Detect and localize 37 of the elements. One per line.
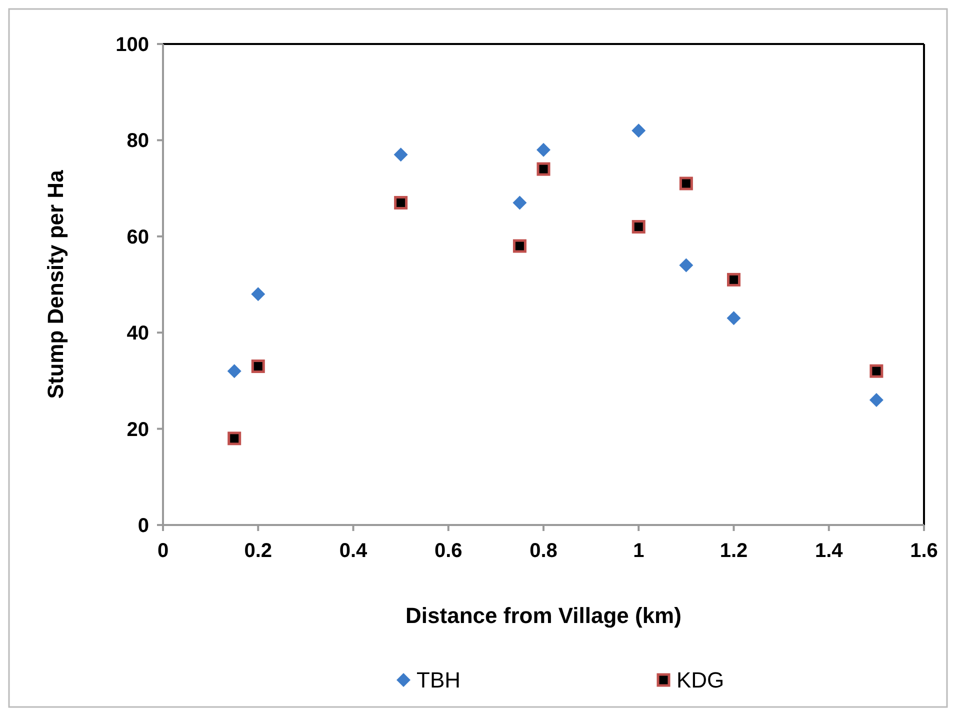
y-tick-label: 0 <box>138 515 149 537</box>
x-tick-label: 0 <box>157 540 169 562</box>
point <box>869 392 884 407</box>
point <box>536 142 550 157</box>
point <box>727 272 740 286</box>
point <box>251 360 265 374</box>
x-axis-title: Distance from Village (km) <box>406 603 682 628</box>
x-tick-label: 0.8 <box>530 540 558 562</box>
point <box>251 287 266 302</box>
point <box>679 176 693 190</box>
point <box>228 432 242 446</box>
point <box>512 196 527 210</box>
point <box>536 162 550 176</box>
y-tick-label: 80 <box>126 130 149 152</box>
point <box>394 196 408 210</box>
point <box>726 311 741 326</box>
point <box>632 124 646 138</box>
y-tick-label: 20 <box>126 418 149 441</box>
y-tick-label: 100 <box>116 34 149 56</box>
legend-label: KDG <box>676 668 724 693</box>
legend-label: TBH <box>416 668 460 693</box>
x-tick-label: 0.6 <box>434 540 462 562</box>
point <box>679 258 694 272</box>
x-tick-label: 1.2 <box>720 540 748 562</box>
x-tick-label: 0.4 <box>339 540 368 562</box>
point <box>632 220 646 234</box>
x-tick-label: 0.2 <box>244 540 272 562</box>
point <box>227 364 242 378</box>
point <box>870 364 884 378</box>
point <box>512 239 526 253</box>
x-tick-label: 1 <box>633 540 644 562</box>
y-tick-label: 60 <box>126 226 149 248</box>
point <box>394 148 408 162</box>
x-tick-label: 1.6 <box>910 540 938 562</box>
y-axis-title: Stump Density per Ha <box>43 169 68 399</box>
x-tick-label: 1.4 <box>814 540 844 562</box>
y-tick-label: 40 <box>126 322 149 345</box>
